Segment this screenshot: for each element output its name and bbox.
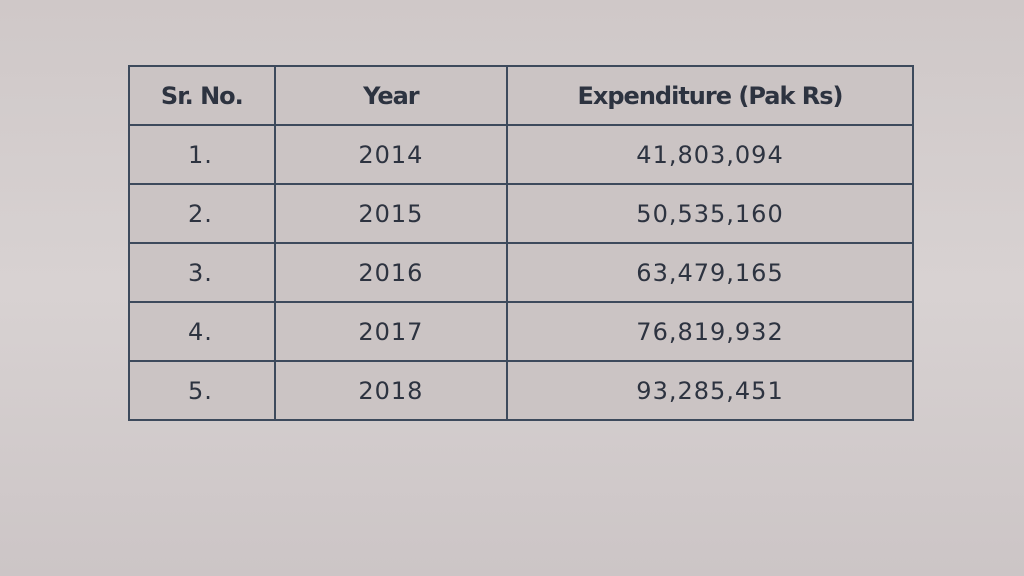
table-row: 3. 2016 63,479,165 <box>128 242 914 303</box>
table-row: 5. 2018 93,285,451 <box>128 360 914 421</box>
table-cell: 76,819,932 <box>506 301 914 362</box>
header-cell: Year <box>273 65 509 126</box>
table-body: 1. 2014 41,803,094 2. 2015 50,535,160 3. 2016 63… <box>128 124 914 421</box>
table-cell: 63,479,165 <box>506 242 914 303</box>
table-cell: 93,285,451 <box>506 360 914 421</box>
table-cell: 50,535,160 <box>506 183 914 244</box>
table-cell: 2014 <box>273 124 509 185</box>
table-cell: 41,803,094 <box>506 124 914 185</box>
table-cell: 2018 <box>273 360 509 421</box>
table-row: 2. 2015 50,535,160 <box>128 183 914 244</box>
header-cell: Sr. No. <box>128 65 276 126</box>
table-cell: 1. <box>128 124 276 185</box>
table-cell: 2017 <box>273 301 509 362</box>
table-row: 1. 2014 41,803,094 <box>128 124 914 185</box>
table-cell: 5. <box>128 360 276 421</box>
header-row: Sr. No. Year Expenditure (Pak Rs) <box>128 65 914 126</box>
table-cell: 2. <box>128 183 276 244</box>
table-cell: 3. <box>128 242 276 303</box>
header-cell: Expenditure (Pak Rs) <box>506 65 914 126</box>
table-cell: 4. <box>128 301 276 362</box>
table-cell: 2016 <box>273 242 509 303</box>
expenditure-table: Sr. No. Year Expenditure (Pak Rs) 1. 2014 41… <box>128 65 914 421</box>
table-row: 4. 2017 76,819,932 <box>128 301 914 362</box>
table-cell: 2015 <box>273 183 509 244</box>
